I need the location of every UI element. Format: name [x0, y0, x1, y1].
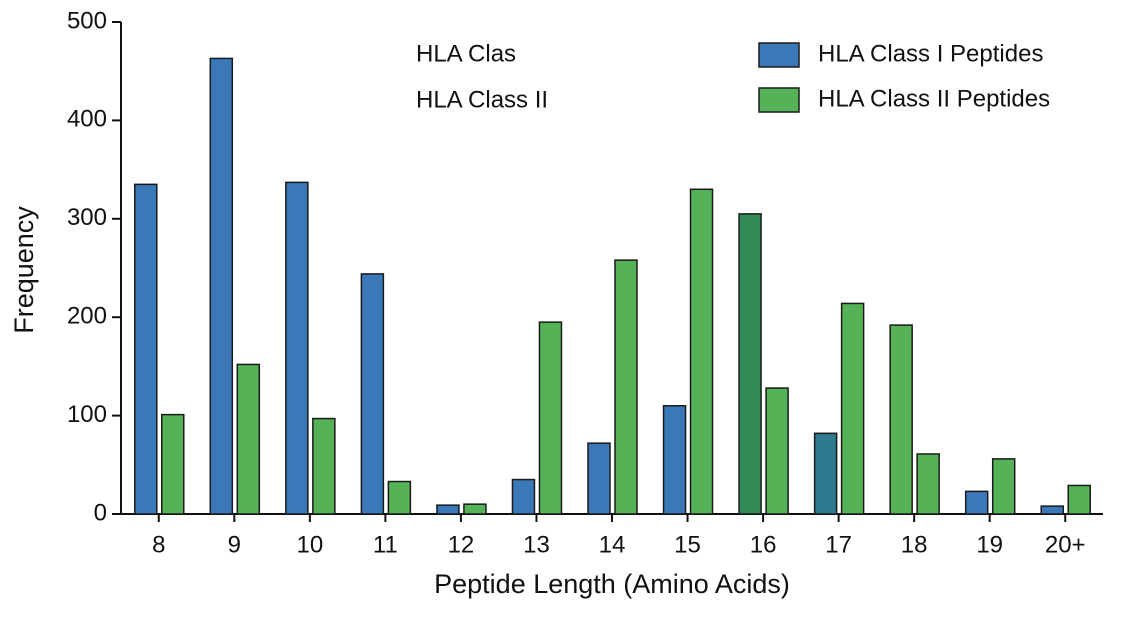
y-axis-label: Frequency — [9, 206, 39, 334]
y-tick-label: 400 — [67, 106, 107, 133]
bar — [889, 324, 913, 515]
x-tick-label: 9 — [228, 531, 241, 558]
bar — [360, 273, 385, 515]
x-tick-label: 11 — [373, 531, 398, 558]
x-tick-label: 8 — [152, 531, 165, 558]
x-tick-label: 14 — [599, 531, 626, 558]
x-tick-label: 15 — [674, 531, 701, 558]
x-tick-label: 20+ — [1045, 531, 1086, 558]
bar — [587, 442, 611, 515]
bar — [662, 405, 687, 515]
y-tick-label: 200 — [67, 303, 107, 330]
x-tick-label: 13 — [523, 531, 550, 558]
bar — [209, 57, 234, 515]
legend-swatch — [758, 87, 800, 113]
bar — [538, 321, 563, 515]
bar — [738, 213, 762, 515]
x-axis-label: Peptide Length (Amino Acids) — [434, 569, 790, 599]
bar — [689, 188, 714, 515]
bar — [1067, 484, 1091, 515]
bar — [463, 503, 487, 515]
bar — [387, 480, 412, 515]
y-tick-label: 100 — [67, 401, 107, 428]
y-tick-label: 0 — [94, 499, 107, 526]
x-tick-label: 12 — [448, 531, 475, 558]
legend-label: HLA Class I Peptides — [818, 40, 1043, 67]
y-tick-label: 300 — [67, 204, 107, 231]
bar — [134, 183, 158, 515]
x-tick-label: 18 — [901, 531, 928, 558]
bar — [614, 259, 638, 515]
legend-swatch — [758, 42, 800, 68]
bar — [511, 478, 536, 515]
bar — [813, 432, 838, 515]
bar — [161, 413, 185, 515]
bar — [765, 387, 789, 515]
x-tick-label: 16 — [750, 531, 777, 558]
annotation: HLA Clas — [416, 40, 516, 67]
legend-label: HLA Class II Peptides — [818, 85, 1050, 112]
x-tick-label: 19 — [976, 531, 1003, 558]
bar — [840, 302, 865, 515]
bar — [436, 504, 460, 515]
bar — [236, 363, 261, 515]
bar — [964, 490, 989, 515]
bar — [916, 453, 940, 515]
bar — [1040, 505, 1064, 515]
x-tick-label: 17 — [825, 531, 852, 558]
y-tick-label: 500 — [67, 7, 107, 34]
bar — [312, 417, 336, 515]
x-tick-label: 10 — [296, 531, 323, 558]
bar — [285, 181, 309, 515]
annotation: HLA Class II — [416, 86, 548, 113]
bar — [991, 458, 1016, 515]
